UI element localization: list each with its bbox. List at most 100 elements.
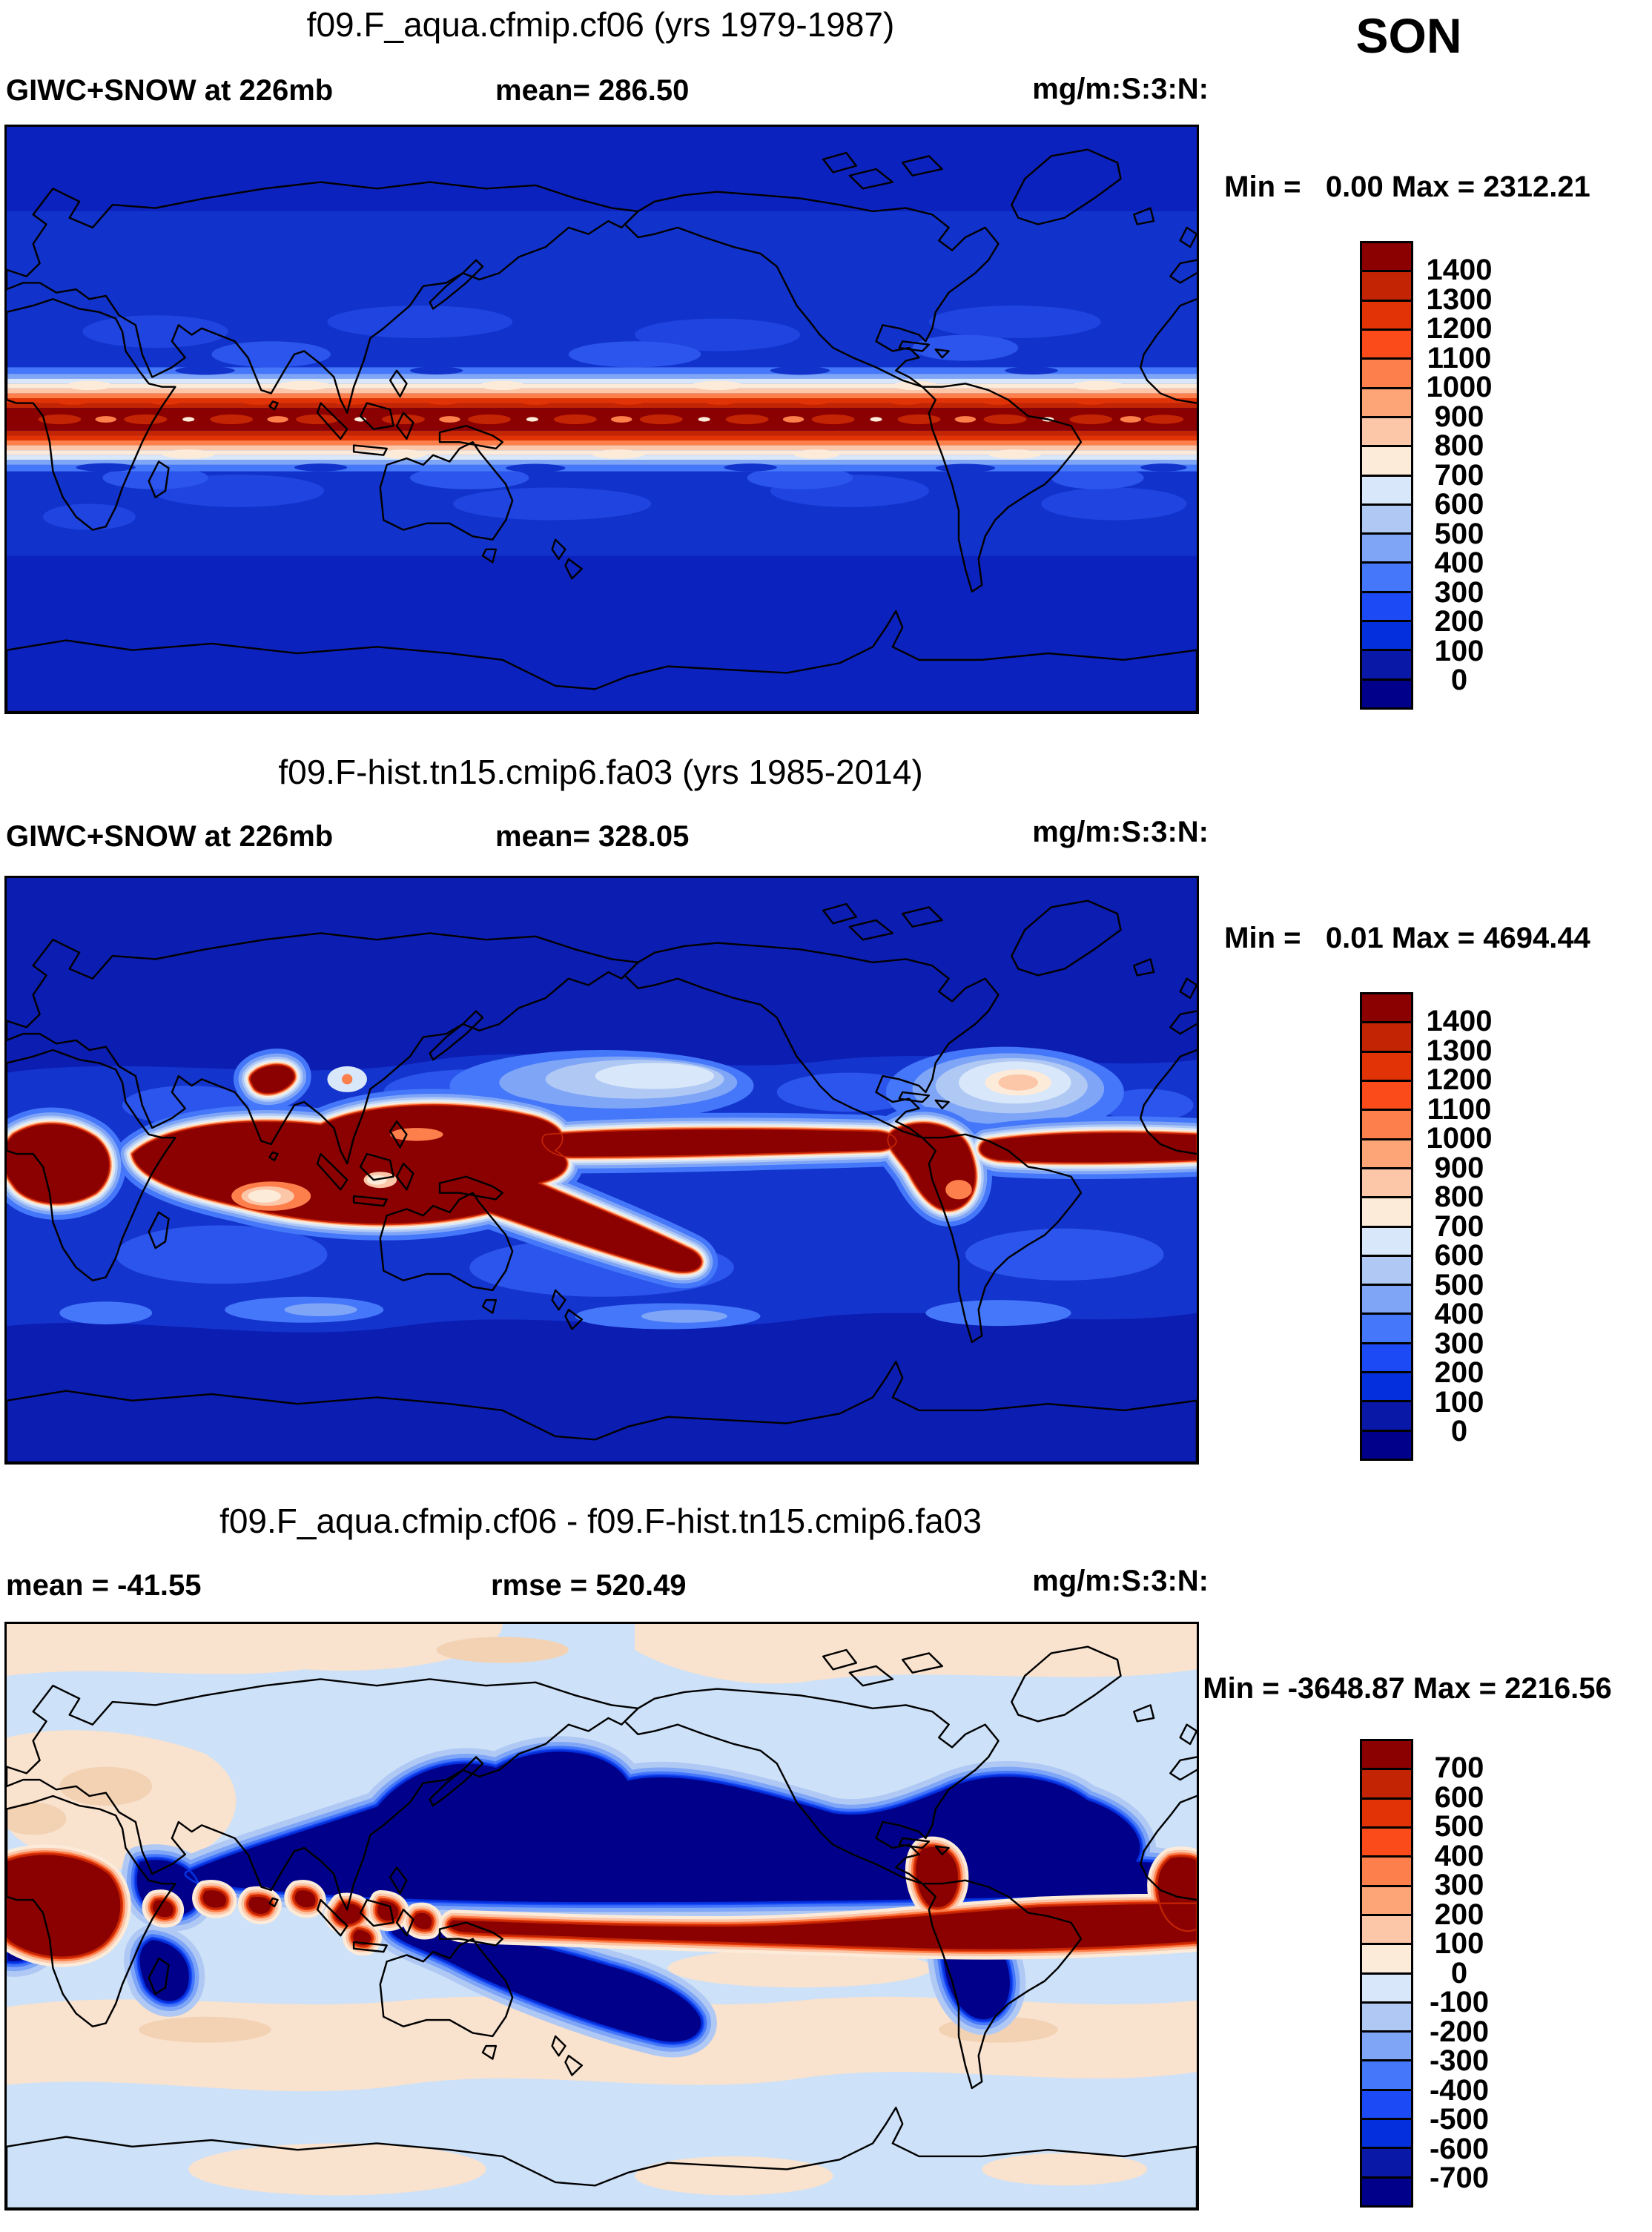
colorbar-tick: 600 <box>1434 1780 1484 1814</box>
panel1-mean-label: mean= 286.50 <box>495 74 690 107</box>
panel3-rmse-label: rmse = 520.49 <box>491 1569 687 1602</box>
colorbar-cell <box>1362 1826 1411 1856</box>
colorbar-tick: 1000 <box>1426 1122 1493 1155</box>
colorbar-cell <box>1362 1254 1411 1284</box>
colorbar-tick: -500 <box>1429 2103 1490 2136</box>
colorbar-cell <box>1362 620 1411 650</box>
colorbar-tick: 800 <box>1434 429 1484 463</box>
colorbar-cell <box>1362 1855 1411 1885</box>
colorbar-tick: 1200 <box>1426 1063 1493 1097</box>
colorbar-tick: 500 <box>1434 517 1484 550</box>
colorbar-cell <box>1362 1371 1411 1401</box>
map-panel2 <box>4 876 1199 1465</box>
colorbar-tick: 1300 <box>1426 1034 1493 1067</box>
colorbar-cell <box>1362 1972 1411 2001</box>
colorbar-tick: 700 <box>1434 1209 1484 1243</box>
colorbar-cell <box>1362 2118 1411 2147</box>
colorbar-panel3 <box>1360 1739 1413 2208</box>
colorbar-tick: 200 <box>1434 1898 1484 1931</box>
colorbar-tick: 1300 <box>1426 283 1493 316</box>
panel3-title: f09.F_aqua.cfmip.cf06 - f09.F-hist.tn15.… <box>219 1502 982 1540</box>
colorbar-tick: 1200 <box>1426 312 1493 346</box>
colorbar-panel2 <box>1360 992 1413 1461</box>
colorbar-cell <box>1362 1913 1411 1944</box>
panel3-minmax-label: Min = -3648.87 Max = 2216.56 <box>1203 1672 1612 1705</box>
colorbar-cell <box>1362 386 1411 416</box>
colorbar-cell <box>1362 270 1411 300</box>
colorbar-cell <box>1362 415 1411 446</box>
colorbar-cell <box>1362 474 1411 503</box>
colorbar-cell <box>1362 1313 1411 1342</box>
colorbar-tick: 800 <box>1434 1181 1484 1214</box>
colorbar-cell <box>1362 590 1411 621</box>
map-panel1 <box>4 125 1199 714</box>
panel3-mean-label: mean = -41.55 <box>6 1569 202 1602</box>
colorbar-tick: 200 <box>1434 1356 1484 1390</box>
colorbar-cell <box>1362 299 1411 328</box>
colorbar-cell <box>1362 2147 1411 2176</box>
colorbar-tick: 500 <box>1434 1268 1484 1301</box>
colorbar-cell <box>1362 503 1411 533</box>
colorbar-tick: 200 <box>1434 605 1484 638</box>
colorbar-tick: 400 <box>1434 1298 1484 1331</box>
colorbar-cell <box>1362 1050 1411 1080</box>
colorbar-tick: -600 <box>1429 2132 1490 2165</box>
colorbar-tick: 0 <box>1450 1415 1468 1448</box>
colorbar-tick: 600 <box>1434 1239 1484 1272</box>
panel3-units-label: mg/m:S:3:N: <box>1032 1565 1209 1597</box>
panel2-mean-label: mean= 328.05 <box>495 820 690 853</box>
colorbar-cell <box>1362 1768 1411 1797</box>
panel2-minmax-label: Min = 0.01 Max = 4694.44 <box>1224 922 1590 954</box>
colorbar-tick: 700 <box>1434 458 1484 492</box>
colorbar-cell <box>1362 1341 1411 1372</box>
colorbar-cell <box>1362 1021 1411 1051</box>
colorbar-tick: 300 <box>1434 1327 1484 1360</box>
colorbar-cell <box>1362 1741 1411 1769</box>
season-label: SON <box>1355 8 1462 63</box>
colorbar-cell <box>1362 1225 1411 1255</box>
colorbar-cell <box>1362 1284 1411 1313</box>
colorbar-cell <box>1362 994 1411 1022</box>
colorbar-cell <box>1362 1429 1411 1459</box>
panel2-title: f09.F-hist.tn15.cmip6.fa03 (yrs 1985-201… <box>278 753 923 791</box>
colorbar-tick: 700 <box>1434 1751 1484 1785</box>
panel1-minmax-label: Min = 0.00 Max = 2312.21 <box>1224 171 1590 203</box>
colorbar-cell <box>1362 2059 1411 2089</box>
panel1-field-label: GIWC+SNOW at 226mb <box>6 74 334 107</box>
colorbar-cell <box>1362 649 1411 678</box>
colorbar-cell <box>1362 1797 1411 1826</box>
colorbar-tick: 100 <box>1434 634 1484 667</box>
colorbar-tick: -400 <box>1429 2073 1490 2107</box>
colorbar-cell <box>1362 2088 1411 2119</box>
colorbar-cell <box>1362 445 1411 475</box>
colorbar-tick: 1400 <box>1426 254 1493 287</box>
colorbar-tick: 300 <box>1434 575 1484 609</box>
colorbar-tick: -300 <box>1429 2044 1490 2078</box>
colorbar-tick: 900 <box>1434 1151 1484 1184</box>
colorbar-panel1 <box>1360 241 1413 710</box>
colorbar-cell <box>1362 1196 1411 1226</box>
colorbar-tick: 100 <box>1434 1385 1484 1419</box>
colorbar-cell <box>1362 2176 1411 2205</box>
colorbar-tick: 400 <box>1434 1839 1484 1872</box>
colorbar-tick: 0 <box>1450 664 1468 697</box>
panel1-title: f09.F_aqua.cfmip.cf06 (yrs 1979-1987) <box>306 5 895 44</box>
colorbar-labels-panel2: 1400 1300 1200 1100 1000 900 800 700 600… <box>1404 1005 1515 1448</box>
colorbar-labels-panel1: 1400 1300 1200 1100 1000 900 800 700 600… <box>1404 254 1515 697</box>
colorbar-cell <box>1362 532 1411 562</box>
colorbar-tick: 300 <box>1434 1869 1484 1902</box>
colorbar-cell <box>1362 1943 1411 1972</box>
colorbar-cell <box>1362 1138 1411 1167</box>
colorbar-tick: -200 <box>1429 2015 1490 2048</box>
colorbar-cell <box>1362 357 1411 387</box>
colorbar-cell <box>1362 2030 1411 2060</box>
colorbar-cell <box>1362 678 1411 707</box>
colorbar-tick: 500 <box>1434 1810 1484 1843</box>
colorbar-tick: 100 <box>1434 1927 1484 1961</box>
colorbar-tick: 1000 <box>1426 371 1493 404</box>
colorbar-tick: 1400 <box>1426 1005 1493 1038</box>
map-panel3-difference <box>4 1622 1199 2210</box>
colorbar-cell <box>1362 1166 1411 1197</box>
colorbar-tick: 0 <box>1450 1956 1468 1990</box>
